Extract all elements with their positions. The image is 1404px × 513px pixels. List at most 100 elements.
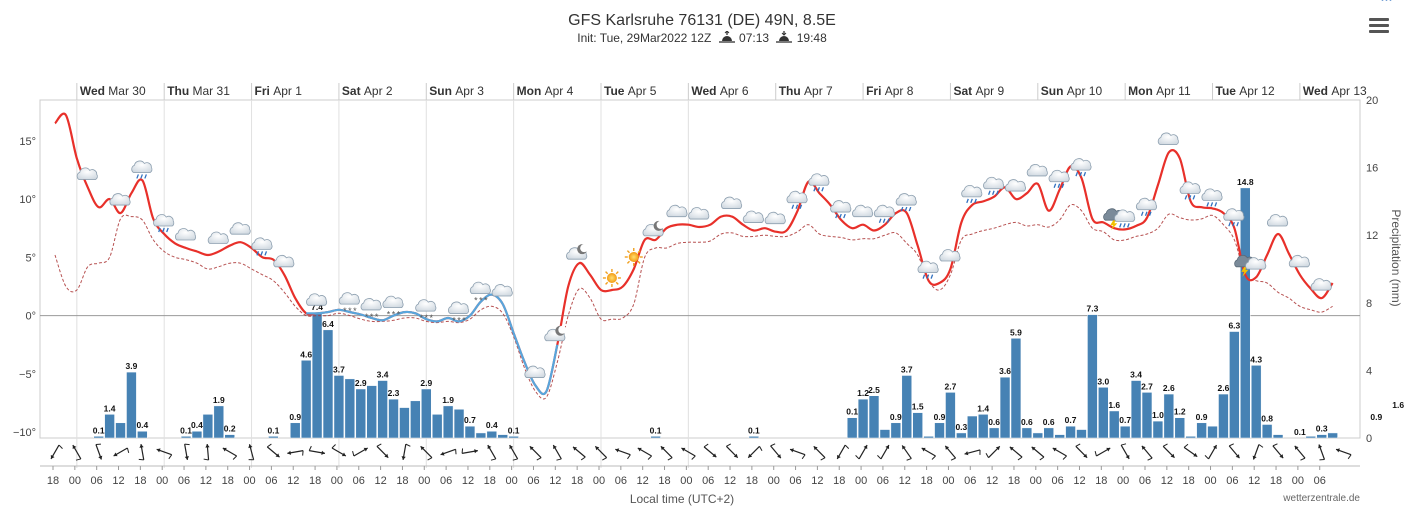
wind-arrow-barb [820,457,826,461]
wind-arrow [1120,443,1130,460]
wind-arrow [572,446,586,461]
wind-arrow [72,444,82,461]
hour-label: 00 [1204,475,1216,487]
raindrop-icon [992,190,995,195]
day-label-weekday: Thu [779,84,804,98]
raindrop-icon [1127,223,1130,228]
wind-arrow-barb [1258,444,1264,448]
wind-arrow [615,448,631,460]
hamburger-menu-icon[interactable] [1369,18,1389,34]
sun-ray [615,281,619,285]
wind-arrow-head [384,453,389,458]
wind-arrow [964,449,981,456]
wind-arrow-barb [352,451,355,457]
cloud-icon [207,231,229,244]
sun-ray [615,271,619,275]
precip-tick-label: 4 [1366,365,1372,377]
lightning-icon [1110,220,1118,231]
cloud-icon [1114,209,1136,222]
cloud-icon [1179,181,1201,194]
precip-bar [1207,425,1218,438]
hour-label: 00 [331,475,343,487]
wind-arrow-barb [844,444,850,449]
temperature-line [54,112,1334,396]
hour-label: 18 [396,475,408,487]
snowflake-icon: * [457,315,461,325]
wind-arrow-barb [1039,456,1045,461]
raindrop-icon [900,206,904,212]
weather-icon-cloud [742,210,764,223]
precip-tick-label: 12 [1366,230,1378,242]
hour-label: 00 [1117,475,1129,487]
cloud-icon [491,284,513,297]
precip-bar [1076,429,1087,438]
weather-icon-cloud [666,204,688,218]
day-label-weekday: Sat [953,84,975,98]
precip-bar [879,429,891,438]
precip-bar [956,432,967,438]
precip-bar [1174,417,1185,438]
wind-arrow-head [790,448,794,453]
wind-arrow-barb [1162,443,1168,447]
cloud-icon [917,260,939,274]
hour-label: 06 [178,475,190,487]
wind-arrow-head [595,446,600,451]
weather-icon-snow: * * * [382,295,404,320]
wind-arrow-head [72,445,77,450]
weather-icon-cloud [491,284,513,297]
precip-bar-label: 0.9 [289,412,301,422]
wind-arrow [308,445,326,455]
precip-bar [497,434,508,438]
wind-arrow-head [777,454,781,459]
snowflake-icon: * [420,313,424,323]
wind-arrow-head [474,449,478,454]
wind-arrow-head [712,453,717,458]
precip-bar [442,405,454,438]
hour-label: 06 [1139,475,1151,487]
day-label: Sun Apr 10 [1041,84,1103,98]
precip-bar-label: 3.9 [126,361,138,371]
hour-label: 06 [1314,475,1326,487]
wind-arrow-head [1294,445,1299,450]
hour-label: 18 [1095,475,1107,487]
precip-bar [202,414,214,438]
wind-arrow-barb [985,453,989,458]
credit-label: wetterzentrale.de [1282,493,1360,504]
raindrop-icon [144,174,147,179]
cloud-icon [983,176,1005,190]
cloud-icon [1157,132,1179,145]
snowflake-icon: * [474,296,478,306]
wind-arrow [203,443,210,461]
weather-icon-cloud [1004,179,1026,192]
weather-icon-cloud [1026,164,1048,177]
wind-arrow-head [1212,445,1217,450]
weather-icon-moon [544,325,567,342]
snowflake-icon: * [348,306,352,316]
precip-bar [486,430,498,438]
hour-label: 12 [811,475,823,487]
weather-icon-cloud [175,228,197,241]
wind-arrow-barb [667,457,673,461]
precip-bar-label: 14.8 [1237,177,1254,187]
wind-arrow-head [885,445,890,450]
hour-label: 06 [877,475,889,487]
precip-bar-label: 0.9 [890,412,902,422]
wind-arrow-head [420,446,425,451]
wind-arrow [1052,447,1067,460]
raindrop-icon [817,187,821,192]
precip-bar [1393,411,1403,438]
raindrop-icon [1144,211,1148,216]
wind-arrow-head [1336,448,1340,453]
precip-bar-label: 0.1 [180,425,192,435]
precip-bar-label: 3.0 [1097,376,1109,386]
wind-arrow-head [553,445,557,450]
day-label-weekday: Wed [1303,84,1331,98]
wind-arrow-head [1141,445,1146,450]
wind-arrow-head [837,454,841,459]
hour-label: 06 [702,475,714,487]
hour-label: 00 [156,475,168,487]
wind-arrow-barb [1121,443,1127,446]
moon-shadow [656,220,665,229]
raindrop-icon [882,218,886,223]
weather-icon-snow: * * * [415,299,437,323]
